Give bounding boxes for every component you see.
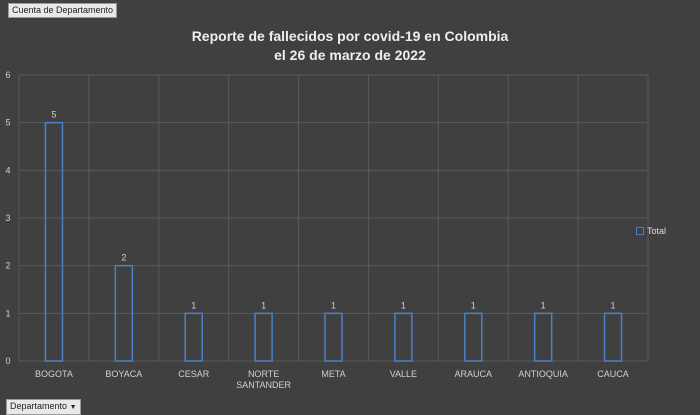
bar xyxy=(533,312,553,362)
x-tick-label: CAUCA xyxy=(597,369,629,379)
legend-label: Total xyxy=(647,226,667,236)
y-tick-label: 5 xyxy=(5,118,10,128)
axis-field-dropdown[interactable]: Departamento ▼ xyxy=(6,399,81,415)
data-label: 2 xyxy=(121,253,126,263)
data-label: 1 xyxy=(331,300,336,310)
x-tick-label: SANTANDER xyxy=(236,380,291,390)
y-tick-label: 2 xyxy=(5,261,10,271)
legend-swatch xyxy=(636,227,644,235)
bar xyxy=(254,312,273,362)
data-label: 1 xyxy=(471,300,476,310)
bar xyxy=(324,312,343,362)
chart-title-line1: Reporte de fallecidos por covid-19 en Co… xyxy=(191,28,509,44)
bar xyxy=(44,121,64,362)
y-tick-label: 4 xyxy=(5,165,10,175)
value-field-button[interactable]: Cuenta de Departamento xyxy=(8,3,118,18)
bar xyxy=(603,312,623,362)
bar xyxy=(394,312,413,362)
y-tick-label: 6 xyxy=(5,70,10,80)
chart-title: Reporte de fallecidos por covid-19 en Co… xyxy=(150,27,550,65)
bar xyxy=(184,312,203,362)
data-label: 1 xyxy=(611,300,616,310)
x-tick-label: VALLE xyxy=(390,369,417,379)
triangle-down-icon: ▼ xyxy=(69,404,77,411)
bar xyxy=(114,264,134,362)
data-label: 1 xyxy=(541,300,546,310)
x-tick-label: CESAR xyxy=(178,369,210,379)
x-tick-label: META xyxy=(321,369,345,379)
x-tick-label: NORTE xyxy=(248,369,279,379)
x-tick-label: BOYACA xyxy=(105,369,142,379)
data-label: 1 xyxy=(191,300,196,310)
x-tick-label: BOGOTA xyxy=(35,369,73,379)
y-tick-label: 3 xyxy=(5,213,10,223)
y-tick-label: 1 xyxy=(5,308,10,318)
y-tick-label: 0 xyxy=(5,356,10,366)
data-label: 1 xyxy=(401,300,406,310)
chart-title-line2: el 26 de marzo de 2022 xyxy=(274,47,426,63)
bar xyxy=(464,312,483,362)
data-label: 5 xyxy=(51,110,56,120)
data-label: 1 xyxy=(261,300,266,310)
legend: Total xyxy=(636,226,666,236)
x-tick-label: ARAUCA xyxy=(455,369,493,379)
x-tick-label: ANTIOQUIA xyxy=(518,369,568,379)
axis-field-label: Departamento xyxy=(10,401,68,411)
